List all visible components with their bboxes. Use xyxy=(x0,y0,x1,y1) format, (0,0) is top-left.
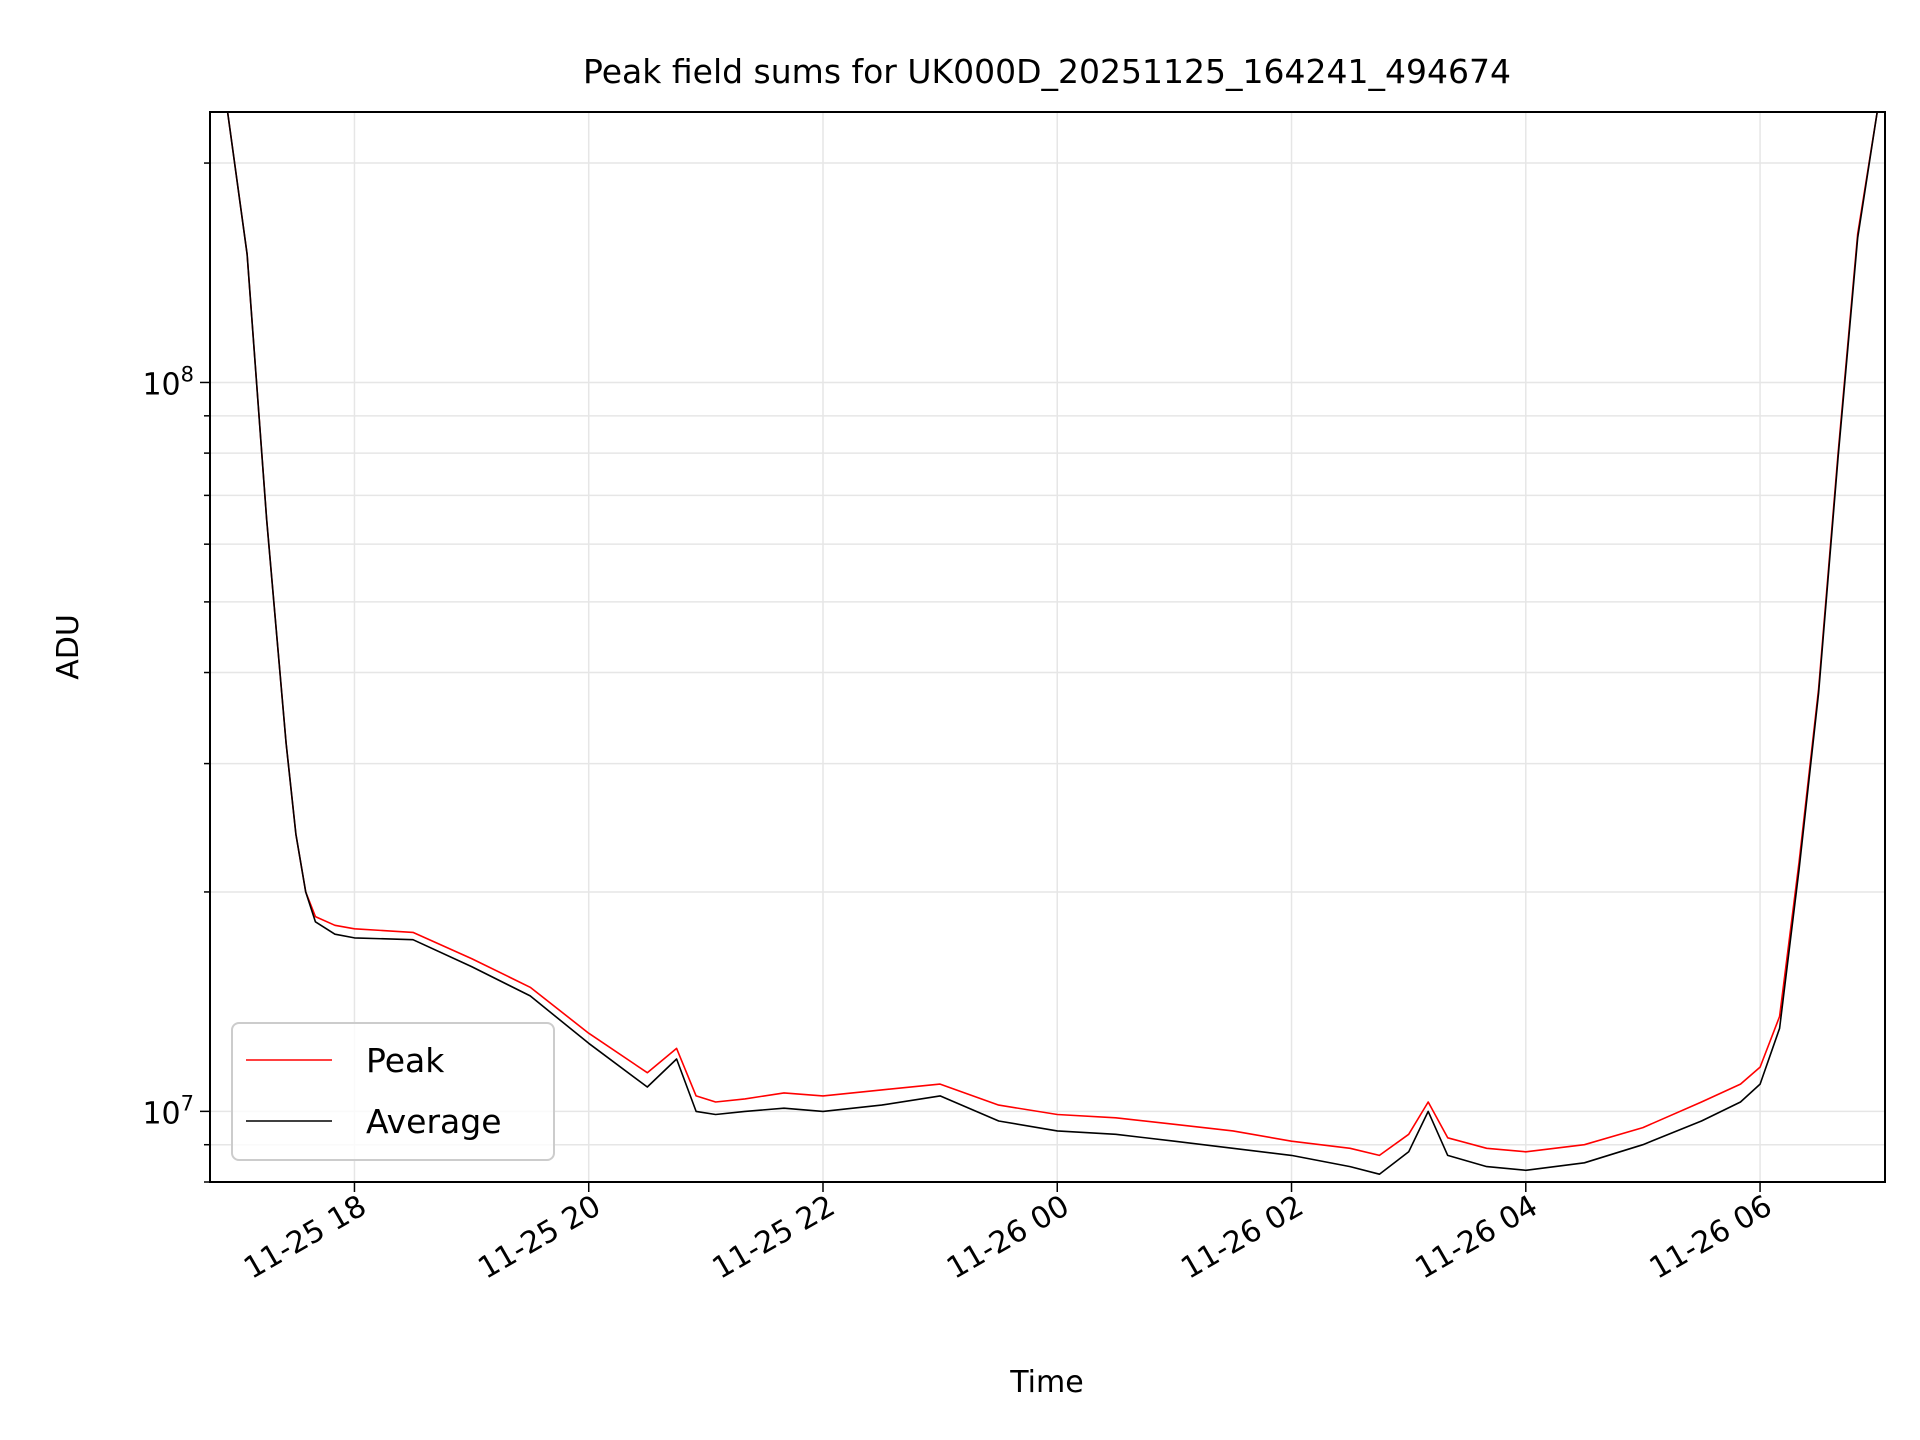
y-axis: 107 108 xyxy=(142,162,210,1183)
plot-frame xyxy=(209,111,1886,1183)
series-line-peak xyxy=(226,112,1878,1157)
y-tick-label: 107 xyxy=(142,1091,194,1131)
y-axis-label: ADU xyxy=(51,614,86,680)
legend-box xyxy=(231,1022,555,1161)
legend: Peak Average xyxy=(231,1022,555,1161)
chart-title: Peak field sums for UK000D_20251125_1642… xyxy=(583,52,1511,91)
legend-label-peak: Peak xyxy=(366,1041,445,1080)
series-layer xyxy=(226,112,1878,1175)
x-axis-label: Time xyxy=(1009,1365,1083,1400)
series-line-average xyxy=(226,112,1878,1175)
grid-lines xyxy=(210,112,1885,1183)
y-tick-label: 108 xyxy=(142,362,194,402)
legend-label-average: Average xyxy=(366,1102,502,1141)
